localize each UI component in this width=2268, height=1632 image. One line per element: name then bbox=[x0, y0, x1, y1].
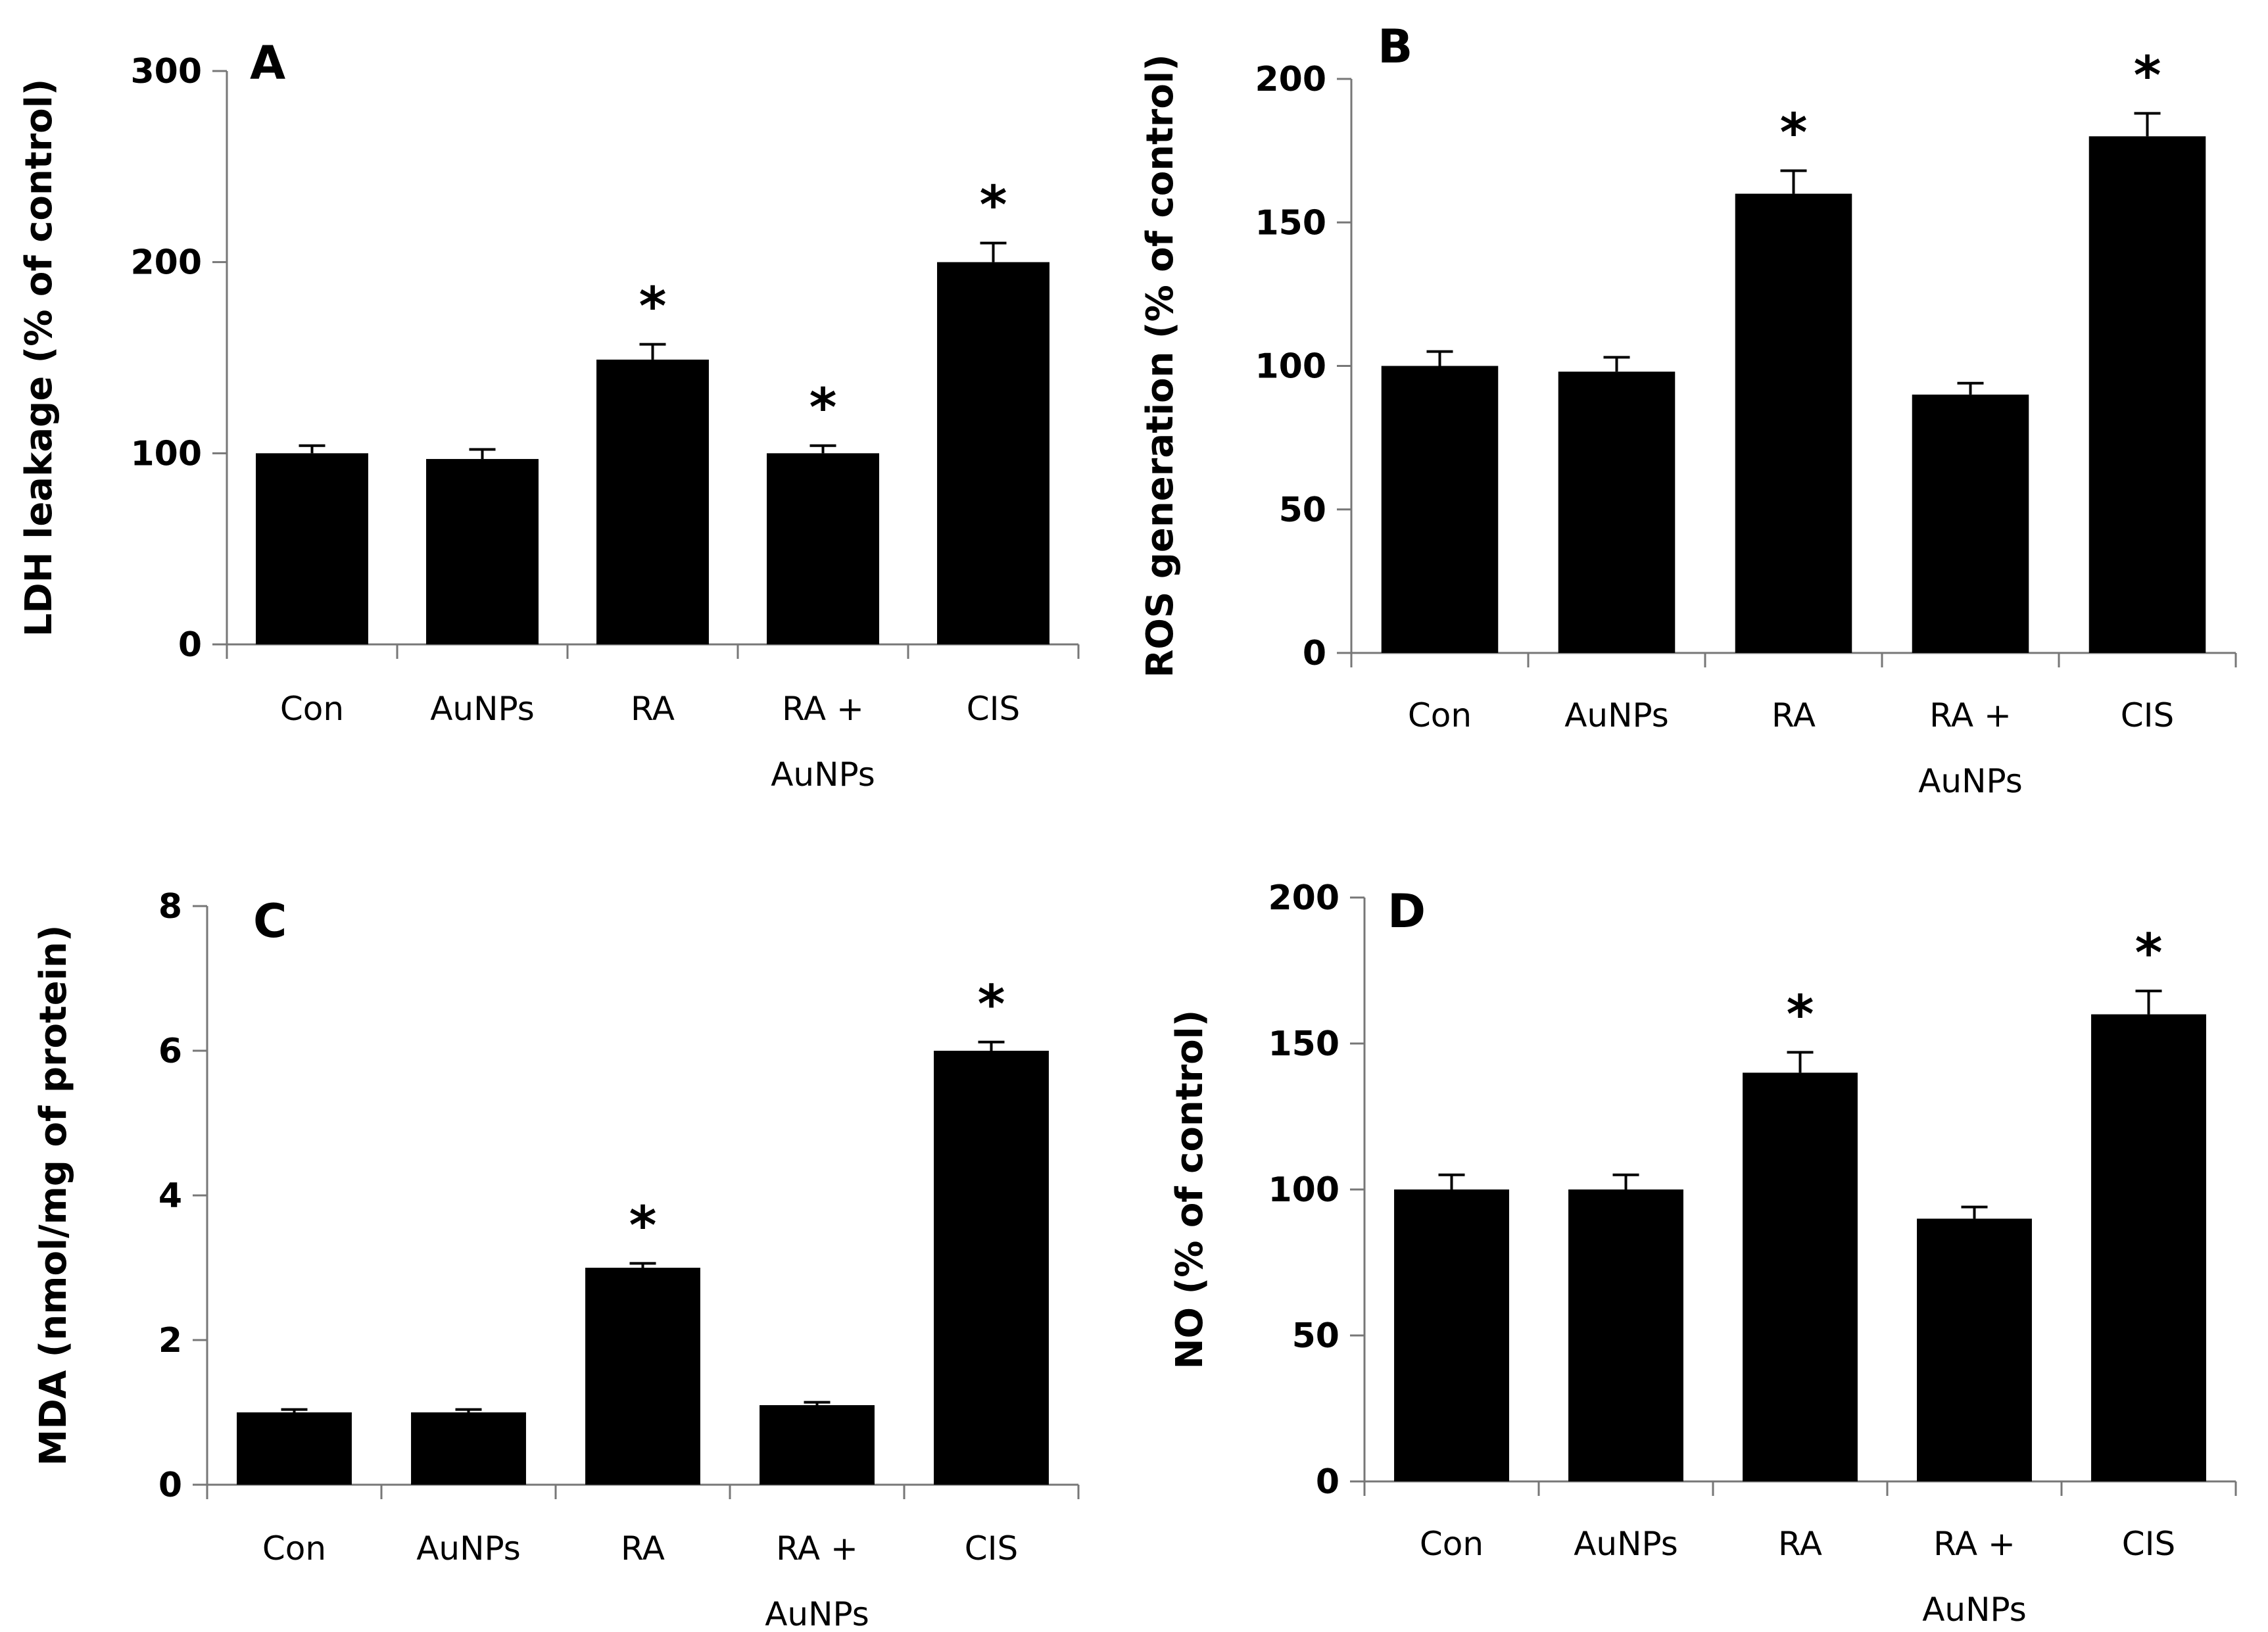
y-tick-label: 6 bbox=[158, 1032, 182, 1071]
bar-5 bbox=[934, 1051, 1049, 1485]
category-label: AuNPs bbox=[1574, 1525, 1678, 1563]
y-tick-label: 150 bbox=[1268, 1024, 1339, 1064]
category-label: AuNPs bbox=[1564, 696, 1669, 734]
bar-3 bbox=[585, 1268, 700, 1485]
panel-b: 0 50 100 150 200 Con AuNPs * RA RA + AuNPs * CIS ROS … bbox=[1139, 20, 2237, 800]
panel-a: 0 100 200 300 Con AuNPs * RA * RA + AuNPs * CIS LDH l… bbox=[18, 36, 1080, 794]
significance-star: * bbox=[980, 175, 1007, 236]
significance-star: * bbox=[978, 974, 1005, 1035]
bar-2 bbox=[411, 1412, 526, 1485]
category-label: RA + bbox=[1929, 696, 2012, 734]
y-tick-label: 0 bbox=[158, 1466, 182, 1505]
y-axis-label: ROS generation (% of control) bbox=[1139, 54, 1182, 677]
category-label: CIS bbox=[965, 1529, 1018, 1568]
y-tick-label: 300 bbox=[130, 52, 202, 91]
y-tick-label: 4 bbox=[158, 1176, 182, 1216]
y-tick-label: 50 bbox=[1279, 491, 1326, 530]
y-axis-label: NO (% of control) bbox=[1169, 1010, 1211, 1370]
significance-star: * bbox=[639, 276, 667, 337]
bar-5 bbox=[2091, 1014, 2206, 1481]
category-label: RA bbox=[1772, 696, 1816, 734]
panel-c: 0 2 4 6 8 Con AuNPs * RA RA + AuNPs * CIS MDA (nmol/m… bbox=[32, 887, 1080, 1632]
category-label: AuNPs bbox=[1918, 762, 2023, 800]
bar-2 bbox=[426, 459, 539, 644]
y-tick-label: 8 bbox=[158, 887, 182, 926]
bar-5 bbox=[2088, 136, 2206, 654]
category-label: RA bbox=[631, 690, 675, 728]
significance-star: * bbox=[1780, 103, 1808, 164]
y-tick-label: 150 bbox=[1255, 203, 1326, 243]
category-label: RA + bbox=[1933, 1525, 2015, 1563]
category-label: RA bbox=[1778, 1525, 1822, 1563]
bar-4 bbox=[760, 1405, 875, 1485]
y-axis-label: LDH leakage (% of control) bbox=[18, 79, 60, 637]
significance-star: * bbox=[809, 377, 837, 439]
category-label: Con bbox=[1420, 1525, 1484, 1563]
significance-star: * bbox=[1787, 984, 1814, 1045]
category-label: Con bbox=[262, 1529, 326, 1568]
bar-4 bbox=[1912, 395, 2029, 653]
panel-letter: A bbox=[250, 36, 285, 90]
y-tick-label: 2 bbox=[158, 1321, 182, 1360]
significance-star: * bbox=[2135, 923, 2163, 984]
y-tick-label: 0 bbox=[1316, 1462, 1339, 1502]
bar-2 bbox=[1558, 372, 1676, 653]
panel-letter: D bbox=[1387, 884, 1426, 938]
category-label: AuNPs bbox=[416, 1529, 521, 1568]
bar-4 bbox=[767, 453, 879, 644]
category-label: CIS bbox=[2122, 1525, 2175, 1563]
category-label: AuNPs bbox=[1922, 1591, 2027, 1629]
bar-1 bbox=[1381, 366, 1499, 653]
category-label: Con bbox=[1408, 696, 1472, 734]
panel-letter: C bbox=[253, 894, 287, 948]
y-tick-label: 0 bbox=[178, 625, 202, 665]
category-label: CIS bbox=[2121, 696, 2174, 734]
y-tick-label: 200 bbox=[130, 243, 202, 283]
category-label: AuNPs bbox=[771, 756, 875, 794]
bar-4 bbox=[1917, 1218, 2032, 1481]
bar-1 bbox=[1394, 1189, 1509, 1481]
bar-5 bbox=[937, 262, 1050, 645]
category-label: RA + bbox=[782, 690, 864, 728]
significance-star: * bbox=[2134, 45, 2161, 106]
panel-d: 0 50 100 150 200 Con AuNPs * RA RA + AuNPs * CIS NO (… bbox=[1169, 878, 2237, 1629]
category-label: CIS bbox=[967, 690, 1020, 728]
bar-1 bbox=[256, 453, 368, 644]
y-axis-label: MDA (nmol/mg of protein) bbox=[32, 925, 75, 1466]
y-tick-label: 100 bbox=[1268, 1170, 1339, 1210]
y-tick-label: 100 bbox=[130, 434, 202, 473]
category-label: AuNPs bbox=[765, 1595, 869, 1632]
bar-3 bbox=[1743, 1072, 1858, 1481]
y-tick-label: 200 bbox=[1268, 878, 1339, 918]
category-label: Con bbox=[280, 690, 344, 728]
category-label: RA + bbox=[776, 1529, 858, 1568]
y-tick-label: 100 bbox=[1255, 347, 1326, 387]
y-tick-label: 50 bbox=[1292, 1316, 1339, 1356]
bar-3 bbox=[596, 359, 709, 644]
panel-letter: B bbox=[1378, 20, 1412, 74]
y-tick-label: 0 bbox=[1303, 634, 1326, 673]
y-tick-label: 200 bbox=[1255, 60, 1326, 99]
category-label: RA bbox=[621, 1529, 665, 1568]
bar-3 bbox=[1735, 193, 1852, 654]
bar-2 bbox=[1568, 1189, 1683, 1481]
category-label: AuNPs bbox=[430, 690, 535, 728]
bar-1 bbox=[237, 1412, 352, 1485]
significance-star: * bbox=[629, 1195, 657, 1256]
